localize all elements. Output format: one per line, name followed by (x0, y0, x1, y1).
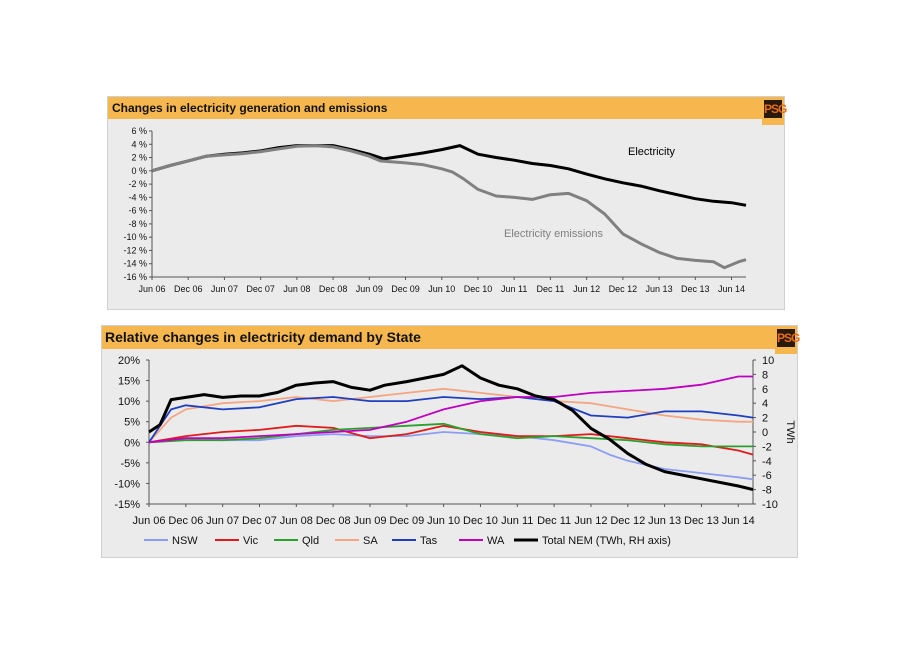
y-tick-label: 5% (124, 417, 140, 429)
y-tick-label: -5% (120, 458, 140, 470)
y-tick-label: -10% (114, 478, 140, 490)
annotation-electricity-emissions: Electricity emissions (504, 228, 604, 240)
chart-title: Changes in electricity generation and em… (108, 97, 784, 119)
logo: PSG (775, 326, 800, 354)
x-tick-label: Dec 11 (537, 515, 571, 527)
chart-panel-demand-by-state: Relative changes in electricity demand b… (101, 325, 800, 558)
x-tick-label: Dec 06 (174, 284, 203, 294)
x-tick-label: Dec 12 (609, 284, 638, 294)
series-line-electricity-emissions (151, 144, 747, 270)
series-line-total-nem (148, 364, 754, 492)
x-tick-label: Jun 06 (132, 515, 165, 527)
y-tick-label: 0% (124, 437, 140, 449)
x-tick-label: Dec 13 (681, 284, 710, 294)
x-tick-label: Dec 10 (463, 515, 498, 527)
y-tick-label: 2 % (131, 153, 147, 163)
x-tick-label: Jun 08 (283, 284, 310, 294)
chart1-svg: 6 % 4 % 2 % 0 % -2 % -4 % -6 % -8 % -10 % -12 % -1… (123, 126, 747, 294)
x-tick-label: Jun 11 (501, 515, 533, 527)
series-line-wa (148, 375, 753, 444)
y2-tick-label: 10 (762, 355, 774, 367)
x-tick-label: Dec 12 (610, 515, 645, 527)
y2-tick-label: 8 (762, 369, 768, 381)
y-tick-label: -16 % (123, 272, 147, 282)
y2-tick-label: -8 (762, 485, 772, 497)
chart2-svg: 20% 15% 10% 5% 0% -5% -10% -15% 10 8 6 4 2 0 -2 -4 -6 -8 -… (114, 355, 796, 547)
chart-panel-generation-emissions: Changes in electricity generation and em… (107, 96, 787, 310)
x-tick-label: Dec 11 (536, 284, 564, 294)
x-tick-label: Jun 07 (206, 515, 239, 527)
series-line-tas (148, 396, 754, 443)
y-tick-label: -8 % (128, 219, 147, 229)
y-tick-label: 20% (118, 355, 140, 367)
y-tick-label: -6 % (128, 206, 147, 216)
y-tick-label: -4 % (128, 192, 147, 202)
y-tick-label: -2 % (128, 179, 147, 189)
y-tick-label: 15% (118, 376, 140, 388)
y2-tick-label: 6 (762, 384, 768, 396)
annotation-electricity: Electricity (628, 146, 676, 158)
y-tick-label: 6 % (131, 126, 147, 136)
x-tick-label: Dec 07 (246, 284, 275, 294)
y2-tick-label: -4 (762, 456, 772, 468)
y-tick-label: 0 % (131, 166, 147, 176)
x-tick-label: Jun 07 (211, 284, 238, 294)
x-tick-label: Dec 08 (316, 515, 351, 527)
x-tick-label: Jun 13 (646, 284, 673, 294)
x-tick-label: Jun 12 (573, 284, 600, 294)
y2-tick-label: 2 (762, 413, 768, 425)
y2-tick-label: -10 (762, 499, 778, 511)
x-tick-label: Jun 06 (138, 284, 165, 294)
legend-label-vic: Vic (243, 535, 259, 547)
x-tick-label: Dec 08 (319, 284, 348, 294)
x-tick-label: Dec 07 (242, 515, 277, 527)
logo: PSG (762, 97, 787, 125)
x-tick-label: Jun 10 (428, 284, 455, 294)
x-tick-label: Jun 09 (356, 284, 383, 294)
chart-title: Relative changes in electricity demand b… (102, 326, 797, 349)
legend-label-tas: Tas (420, 535, 438, 547)
y-tick-label: -10 % (123, 232, 147, 242)
y-tick-label: -15% (114, 499, 140, 511)
y2-axis-label: TWh (784, 420, 796, 443)
x-tick-label: Dec 09 (391, 284, 420, 294)
series-line-qld (148, 422, 753, 448)
x-tick-label: Jun 13 (648, 515, 681, 527)
y2-tick-label: -2 (762, 441, 772, 453)
legend-label-total-nem-twh-rh-axis: Total NEM (TWh, RH axis) (542, 535, 671, 547)
x-tick-label: Jun 14 (718, 284, 745, 294)
y2-tick-label: -6 (762, 470, 772, 482)
x-tick-label: Dec 10 (464, 284, 493, 294)
legend-label-nsw: NSW (172, 535, 198, 547)
legend-label-qld: Qld (302, 535, 319, 547)
logo-mark: PSG (777, 329, 800, 347)
y2-tick-label: 0 (762, 427, 768, 439)
y-tick-label: 4 % (131, 139, 147, 149)
legend-label-wa: WA (487, 535, 505, 547)
x-tick-label: Jun 11 (501, 284, 527, 294)
y-tick-label: -12 % (123, 245, 147, 255)
x-tick-label: Dec 13 (684, 515, 719, 527)
y-tick-label: -14 % (123, 259, 147, 269)
x-tick-label: Jun 12 (574, 515, 607, 527)
y2-tick-label: 4 (762, 398, 768, 410)
legend-label-sa: SA (363, 535, 378, 547)
series-line-sa (148, 387, 753, 443)
x-tick-label: Dec 06 (168, 515, 203, 527)
x-tick-label: Jun 08 (280, 515, 313, 527)
logo-mark: PSG (764, 100, 787, 118)
x-tick-label: Jun 14 (722, 515, 755, 527)
x-tick-label: Dec 09 (389, 515, 424, 527)
x-tick-label: Jun 09 (353, 515, 386, 527)
y-tick-label: 10% (118, 396, 140, 408)
x-tick-label: Jun 10 (427, 515, 460, 527)
